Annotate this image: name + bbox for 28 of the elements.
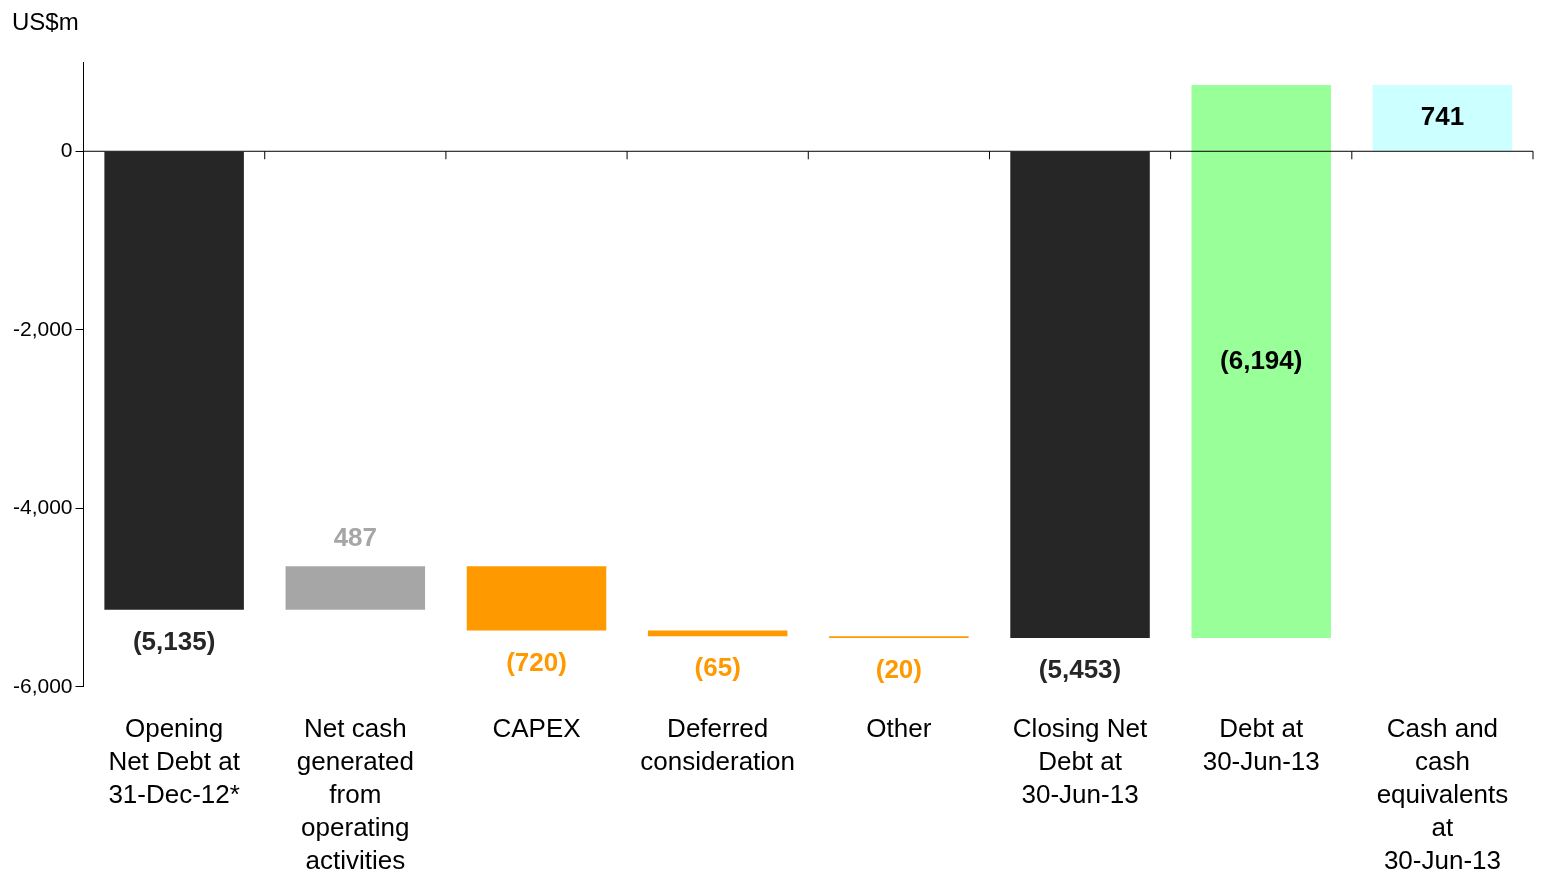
data-label: (5,453): [1038, 654, 1122, 685]
x-tick-label: Cash and cash equivalents at 30-Jun-13: [1376, 712, 1509, 875]
data-label: 487: [333, 522, 378, 553]
bar: [1191, 85, 1331, 639]
x-tick-label: Opening Net Debt at 31-Dec-12*: [108, 712, 241, 809]
data-label: (20): [875, 654, 922, 685]
data-label: (65): [694, 652, 741, 683]
bar: [466, 566, 607, 631]
x-tick-label: Other: [866, 712, 932, 743]
bar: [1372, 85, 1513, 151]
y-tick-label: -6,000: [13, 673, 73, 697]
bar: [285, 566, 426, 610]
x-tick-label: Deferred consideration: [640, 712, 796, 776]
x-tick-label: Closing Net Debt at 30-Jun-13: [1012, 712, 1149, 809]
x-tick-label: Net cash generated from operating activities: [296, 712, 414, 875]
y-tick-label: 0: [60, 138, 73, 162]
y-tick-label: -2,000: [13, 316, 73, 340]
data-label: (6,194): [1220, 344, 1303, 375]
y-tick-label: -4,000: [13, 495, 73, 519]
y-axis-title: US$m: [12, 8, 79, 36]
x-tick-label: Debt at 30-Jun-13: [1202, 712, 1320, 776]
x-tick-label: CAPEX: [492, 712, 581, 743]
bar: [104, 151, 244, 610]
bar: [1010, 151, 1150, 639]
bar: [647, 630, 788, 637]
data-label: 741: [1420, 101, 1465, 132]
data-label: (720): [506, 646, 567, 677]
data-label: (5,135): [132, 625, 216, 656]
